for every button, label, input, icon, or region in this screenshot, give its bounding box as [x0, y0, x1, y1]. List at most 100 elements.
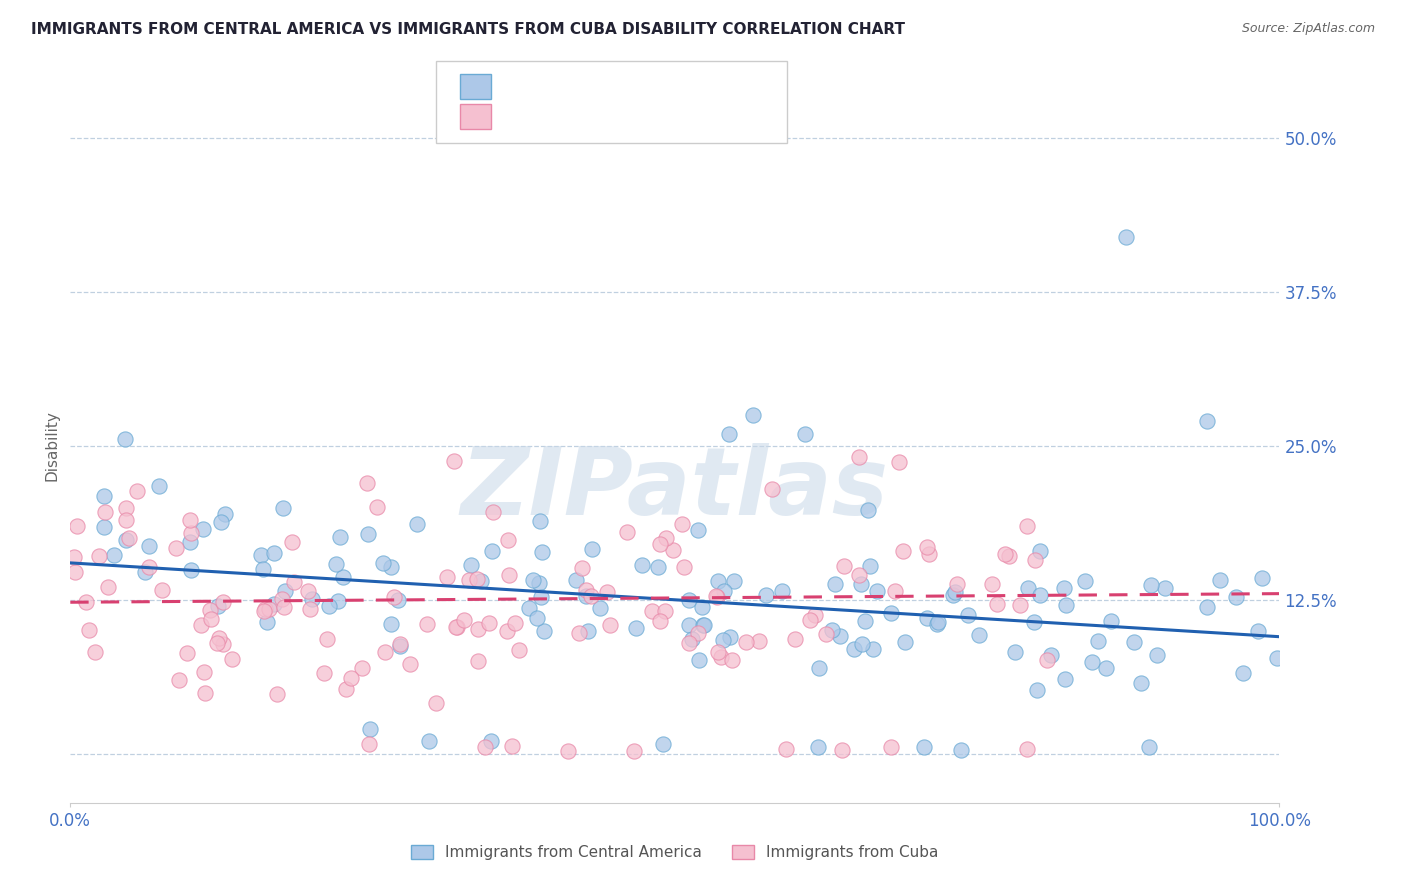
Point [1024, 553, 1046, 567]
Point [568, 626, 591, 640]
Point [398, 657, 420, 671]
Point [325, 557, 347, 571]
Point [405, 516, 427, 531]
Point [127, 483, 149, 498]
Point [794, 426, 817, 441]
Point [176, 646, 198, 660]
Point [942, 588, 965, 602]
Point [1022, 615, 1045, 629]
Point [880, 740, 903, 755]
Point [650, 537, 672, 551]
Point [828, 629, 851, 643]
Point [686, 626, 709, 640]
Point [1195, 599, 1218, 614]
Point [436, 570, 458, 584]
Point [165, 541, 187, 555]
Point [263, 598, 285, 612]
Point [1029, 588, 1052, 602]
Point [256, 615, 278, 629]
Point [114, 432, 136, 446]
Point [531, 545, 554, 559]
Point [77, 623, 100, 637]
Point [208, 632, 231, 646]
Point [453, 613, 475, 627]
Point [250, 548, 273, 562]
Point [915, 540, 938, 554]
Point [1040, 648, 1063, 662]
Point [1232, 666, 1254, 681]
Point [575, 582, 598, 597]
Point [859, 559, 882, 574]
Point [804, 608, 827, 623]
Point [678, 592, 700, 607]
Point [498, 567, 520, 582]
Point [589, 601, 612, 615]
Point [693, 618, 716, 632]
Point [866, 584, 889, 599]
Point [671, 516, 693, 531]
Point [301, 592, 323, 607]
Point [1122, 635, 1144, 649]
Point [1099, 614, 1122, 628]
Point [807, 661, 830, 675]
Point [783, 632, 806, 646]
Point [994, 547, 1017, 561]
Point [193, 665, 215, 679]
Point [706, 590, 728, 604]
Point [332, 569, 354, 583]
Point [950, 743, 973, 757]
Point [1053, 581, 1076, 595]
Point [63, 549, 86, 564]
Point [1250, 571, 1272, 585]
Point [891, 544, 914, 558]
Point [312, 666, 335, 681]
Point [576, 624, 599, 638]
Point [271, 591, 294, 606]
Point [460, 558, 482, 573]
Point [851, 637, 873, 651]
Point [661, 542, 683, 557]
Point [799, 613, 821, 627]
Point [918, 547, 941, 561]
Point [1139, 578, 1161, 592]
Point [134, 565, 156, 579]
Point [352, 661, 374, 675]
Point [575, 589, 598, 603]
Point [912, 740, 935, 755]
Point [623, 744, 645, 758]
Point [718, 631, 741, 645]
Point [478, 615, 501, 630]
Point [713, 583, 735, 598]
Point [380, 616, 402, 631]
Point [630, 558, 652, 572]
Point [508, 643, 530, 657]
Point [571, 561, 593, 575]
Point [742, 409, 765, 423]
Point [1225, 590, 1247, 604]
Point [481, 544, 503, 558]
Point [533, 624, 555, 639]
Point [179, 513, 201, 527]
Point [274, 583, 297, 598]
Point [821, 623, 844, 637]
Point [207, 599, 229, 613]
Point [380, 560, 402, 574]
Point [374, 645, 396, 659]
Point [998, 549, 1021, 564]
Point [212, 638, 235, 652]
Point [259, 602, 281, 616]
Point [981, 577, 1004, 591]
Point [856, 503, 879, 517]
Point [1004, 645, 1026, 659]
Point [299, 602, 322, 616]
Point [503, 615, 526, 630]
Point [382, 590, 405, 604]
Point [152, 582, 174, 597]
Point [496, 624, 519, 638]
Point [479, 734, 502, 748]
Point [94, 505, 117, 519]
Point [748, 633, 770, 648]
Point [880, 606, 903, 620]
Point [775, 741, 797, 756]
Point [446, 620, 468, 634]
